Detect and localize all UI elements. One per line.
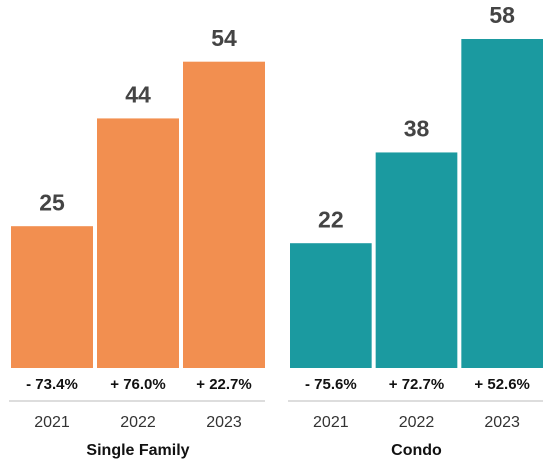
group-label: Condo (391, 442, 442, 459)
bar (461, 39, 543, 368)
change-label: - 75.6% (305, 376, 357, 393)
x-tick-label: 2022 (399, 414, 435, 431)
bar (375, 152, 458, 368)
group-label: Single Family (86, 442, 189, 459)
bar (97, 118, 179, 369)
value-label: 54 (211, 25, 237, 51)
value-label: 44 (125, 81, 151, 107)
bar (290, 243, 372, 368)
change-label: + 22.7% (196, 376, 251, 393)
change-label: - 73.4% (26, 376, 78, 393)
x-tick-label: 2021 (313, 414, 349, 431)
change-label: + 72.7% (389, 376, 444, 393)
change-label: + 52.6% (474, 376, 529, 393)
value-label: 25 (39, 189, 65, 215)
x-tick-label: 2021 (34, 414, 70, 431)
bar (183, 61, 265, 368)
x-tick-label: 2023 (484, 414, 520, 431)
value-label: 38 (404, 116, 430, 142)
x-tick-label: 2023 (206, 414, 242, 431)
value-label: 22 (318, 206, 344, 232)
bar (11, 226, 93, 368)
value-label: 58 (489, 2, 515, 28)
change-label: + 76.0% (110, 376, 165, 393)
x-tick-label: 2022 (120, 414, 156, 431)
